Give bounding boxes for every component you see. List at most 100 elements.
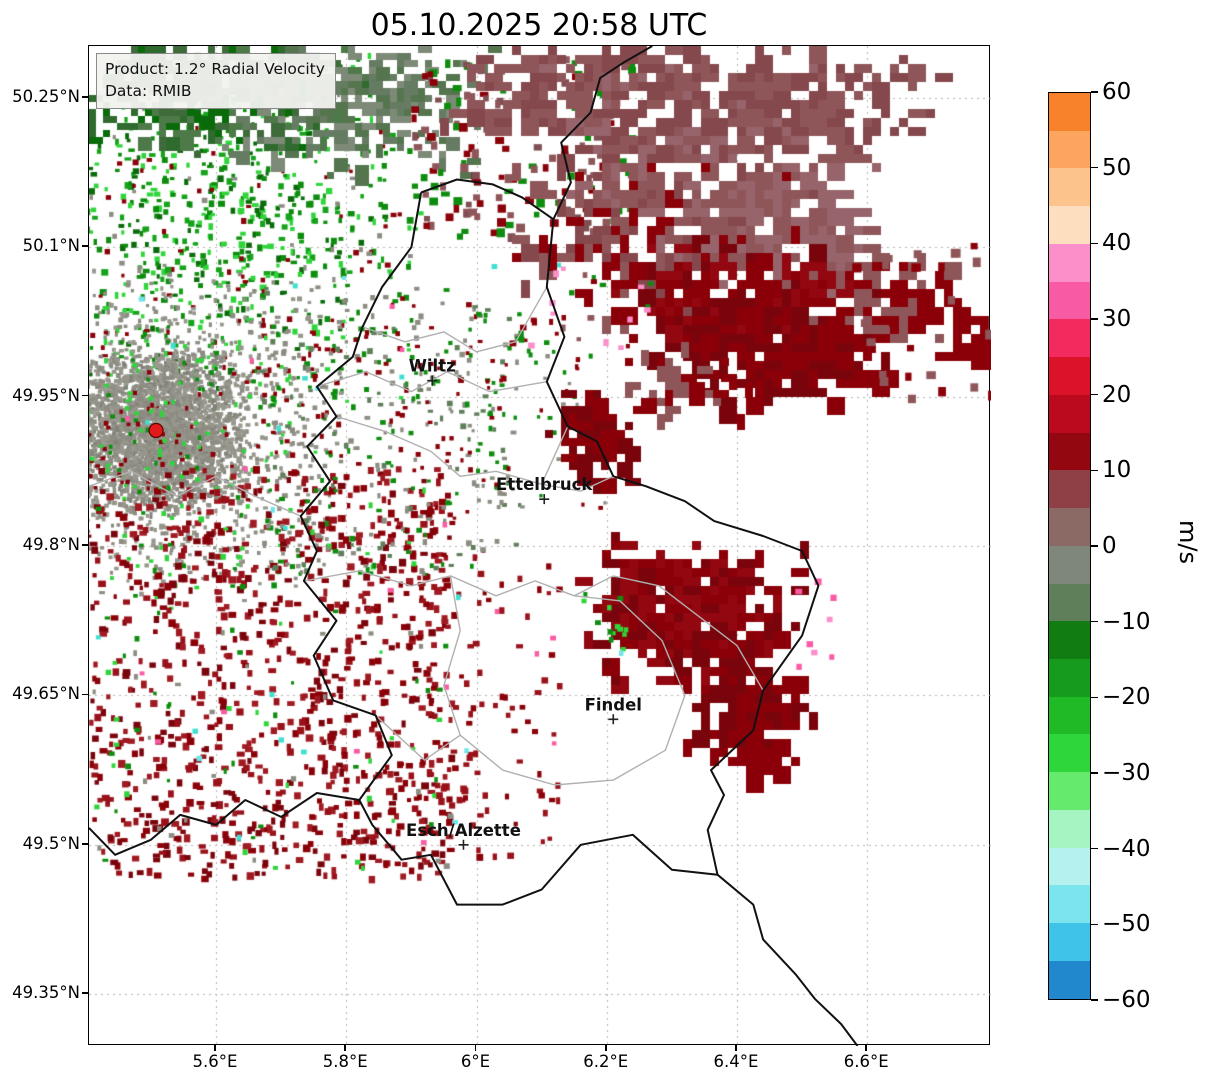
internal-border-3 xyxy=(303,570,614,597)
colorbar-segment--20--25 xyxy=(1049,696,1090,735)
y-tick-mark xyxy=(82,544,88,546)
city-plus-icon xyxy=(427,375,438,386)
colorbar-segment--10--15 xyxy=(1049,621,1090,660)
colorbar-segment-15-10 xyxy=(1049,432,1090,471)
colorbar-tick-mark xyxy=(1091,318,1098,320)
product-info-box: Product: 1.2° Radial Velocity Data: RMIB xyxy=(96,53,336,110)
city-label: Wiltz xyxy=(409,357,456,376)
colorbar-tick-mark xyxy=(1091,847,1098,850)
internal-border-2 xyxy=(541,475,614,492)
colorbar-tick-label: −20 xyxy=(1102,684,1151,711)
x-tick-label: 6.2°E xyxy=(583,1052,629,1071)
city-label: Findel xyxy=(585,695,642,714)
y-tick-label: 49.8°N xyxy=(22,535,80,554)
x-tick-mark xyxy=(735,1045,737,1051)
colorbar-tick-mark xyxy=(1091,393,1098,396)
map-borders-overlay: Wiltz Ettelbruck Findel Esch/Alzette xyxy=(89,46,859,1046)
y-tick-label: 50.25°N xyxy=(12,86,80,106)
x-tick-label: 6.4°E xyxy=(713,1052,759,1071)
product-label: Product: 1.2° Radial Velocity xyxy=(105,60,325,78)
colorbar-tick-label: −50 xyxy=(1102,911,1151,938)
x-tick-label: 6°E xyxy=(460,1052,491,1071)
colorbar-segment-60-55 xyxy=(1049,93,1090,131)
colorbar-tick-label: 30 xyxy=(1102,306,1132,332)
city-label: Esch/Alzette xyxy=(406,821,521,840)
colorbar-segment-5-0 xyxy=(1049,508,1090,546)
radar-velocity-layer xyxy=(89,46,991,1046)
colorbar xyxy=(1048,92,1091,1000)
y-tick-label: 49.65°N xyxy=(12,684,80,704)
y-tick-mark xyxy=(82,245,88,247)
colorbar-tick-mark xyxy=(1091,469,1098,472)
internal-border-0 xyxy=(316,371,547,393)
city-marker-ettelbruck: Ettelbruck xyxy=(496,475,593,505)
colorbar-segment--50--55 xyxy=(1049,923,1090,961)
x-tick-mark xyxy=(474,1045,477,1051)
city-plus-icon xyxy=(458,839,469,850)
internal-border-4 xyxy=(443,575,686,786)
colorbar-segment--30--35 xyxy=(1049,772,1090,810)
colorbar-tick-label: −10 xyxy=(1102,608,1151,635)
internal-border-8 xyxy=(362,286,548,353)
internal-border-5 xyxy=(375,714,461,761)
city-marker-wiltz: Wiltz xyxy=(409,357,456,386)
x-tick-label: 5.8°E xyxy=(322,1052,368,1071)
colorbar-tick-label: 0 xyxy=(1102,533,1117,559)
x-tick-mark xyxy=(865,1045,868,1051)
colorbar-tick-label: 10 xyxy=(1102,457,1132,484)
city-marker-esch-alzette: Esch/Alzette xyxy=(406,821,521,850)
colorbar-segment--15--20 xyxy=(1049,659,1090,697)
y-tick-mark xyxy=(82,693,88,696)
colorbar-segment--5--10 xyxy=(1049,583,1090,622)
colorbar-unit-label: m/s xyxy=(1173,520,1202,564)
colorbar-tick-mark xyxy=(1091,91,1098,93)
colorbar-tick-mark xyxy=(1091,923,1098,926)
x-tick-mark xyxy=(604,1045,607,1051)
y-tick-label: 49.35°N xyxy=(12,983,80,1003)
colorbar-segment-50-45 xyxy=(1049,168,1090,207)
x-tick-mark xyxy=(214,1045,216,1051)
colorbar-segment-10-5 xyxy=(1049,470,1090,509)
colorbar-segment--45--50 xyxy=(1049,885,1090,924)
x-tick-label: 5.6°E xyxy=(192,1052,238,1071)
x-tick-mark xyxy=(344,1045,347,1051)
y-tick-mark xyxy=(82,843,88,845)
colorbar-segment--25--30 xyxy=(1049,734,1090,773)
colorbar-tick-label: −40 xyxy=(1102,835,1151,862)
colorbar-segment-0--5 xyxy=(1049,545,1090,584)
map-plot-area: Wiltz Ettelbruck Findel Esch/Alzette Produc… xyxy=(88,45,991,1046)
figure-title: 05.10.2025 20:58 UTC xyxy=(370,8,708,43)
y-tick-label: 50.1°N xyxy=(22,236,80,256)
colorbar-segment-40-35 xyxy=(1049,243,1090,282)
country-border-1 xyxy=(552,46,653,220)
internal-border-7 xyxy=(89,470,301,517)
x-tick-label: 6.6°E xyxy=(843,1052,889,1071)
colorbar-tick-mark xyxy=(1091,999,1098,1001)
colorbar-tick-mark xyxy=(1091,620,1098,623)
colorbar-tick-label: 40 xyxy=(1102,230,1132,257)
colorbar-segment--40--45 xyxy=(1049,847,1090,886)
country-border-0 xyxy=(299,178,820,906)
colorbar-segment-30-25 xyxy=(1049,319,1090,358)
colorbar-tick-label: −60 xyxy=(1102,987,1151,1013)
country-border-2 xyxy=(716,873,859,1046)
internal-border-1 xyxy=(336,415,569,485)
internal-border-6 xyxy=(613,575,764,691)
y-tick-mark xyxy=(82,992,88,994)
y-tick-mark xyxy=(82,394,88,397)
colorbar-segment-25-20 xyxy=(1049,357,1090,395)
data-source-label: Data: RMIB xyxy=(105,81,192,100)
colorbar-tick-mark xyxy=(1091,545,1098,547)
colorbar-segment-35-30 xyxy=(1049,281,1090,320)
colorbar-segment--35--40 xyxy=(1049,809,1090,848)
colorbar-segment-20-15 xyxy=(1049,394,1090,433)
city-label: Ettelbruck xyxy=(496,475,593,494)
city-plus-icon xyxy=(539,494,550,505)
colorbar-tick-mark xyxy=(1091,772,1098,774)
city-marker-findel: Findel xyxy=(585,695,642,725)
city-plus-icon xyxy=(608,714,619,725)
colorbar-segment-45-40 xyxy=(1049,206,1090,244)
y-tick-label: 49.5°N xyxy=(22,833,80,853)
colorbar-tick-mark xyxy=(1091,166,1098,169)
